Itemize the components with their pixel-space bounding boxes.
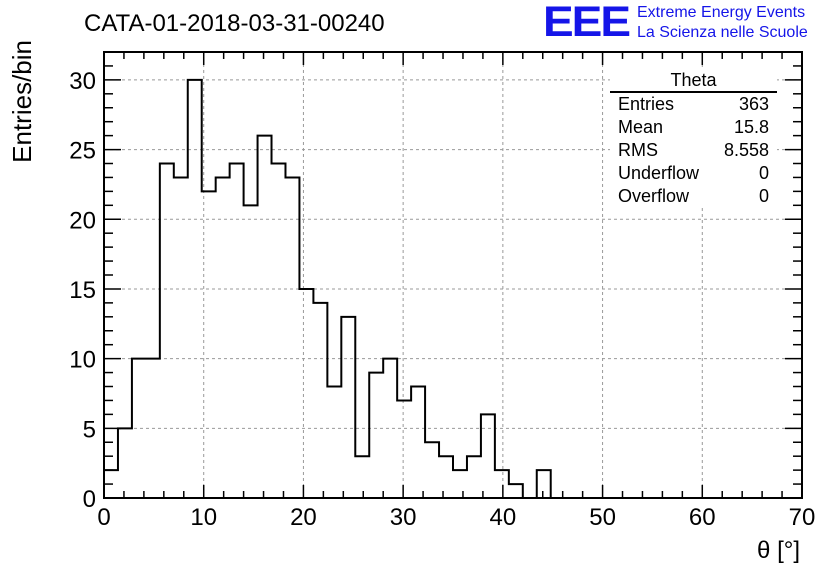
y-tick-label: 15 xyxy=(69,277,96,304)
histogram-bin xyxy=(118,428,132,498)
histogram-bin xyxy=(495,470,509,498)
histogram-bin xyxy=(439,456,453,498)
axis-tick-labels: 0 10 20 30 40 50 60 70 0 5 10 15 20 25 30 xyxy=(69,68,815,531)
stats-row-rms: RMS 8.558 xyxy=(610,139,777,162)
histogram-bin xyxy=(327,387,341,499)
histogram-bin xyxy=(383,359,397,498)
x-tick-label: 10 xyxy=(190,504,217,531)
stats-box: Theta Entries 363 Mean 15.8 RMS 8.558 Un… xyxy=(610,70,777,208)
histogram-bin xyxy=(341,317,355,498)
x-tick-label: 40 xyxy=(490,504,517,531)
eee-logo: EEE xyxy=(543,0,631,46)
stats-label: Mean xyxy=(618,117,664,137)
histogram-bin xyxy=(411,387,425,499)
y-tick-label: 25 xyxy=(69,138,96,165)
histogram-bin xyxy=(355,456,369,498)
x-tick-label: 0 xyxy=(97,504,110,531)
histogram-bin xyxy=(230,164,244,499)
histogram-bin xyxy=(174,177,188,498)
histogram-bin xyxy=(258,136,272,498)
histogram-bin xyxy=(299,289,313,498)
y-tick-label: 20 xyxy=(69,207,96,234)
histogram-bin xyxy=(453,470,467,498)
logo-caption: Extreme Energy Events La Scienza nelle S… xyxy=(637,3,808,43)
histogram-bin xyxy=(509,484,523,498)
x-tick-label: 70 xyxy=(789,504,816,531)
y-tick-label: 10 xyxy=(69,347,96,374)
histogram-bin xyxy=(285,177,299,498)
stats-value: 15.8 xyxy=(733,117,769,137)
logo-caption-line2: La Scienza nelle Scuole xyxy=(637,24,808,41)
stats-label: Entries xyxy=(618,94,675,114)
stats-box-title: Theta xyxy=(610,70,777,93)
stats-value: 0 xyxy=(758,163,769,183)
stats-label: Underflow xyxy=(618,163,700,183)
histogram-bin xyxy=(369,373,383,498)
stats-row-overflow: Overflow 0 xyxy=(610,185,777,208)
stats-row-underflow: Underflow 0 xyxy=(610,162,777,185)
run-title: CATA-01-2018-03-31-00240 xyxy=(84,10,385,37)
axis-ticks xyxy=(103,51,803,499)
y-tick-label: 30 xyxy=(69,68,96,95)
histogram-bin xyxy=(160,164,174,499)
stats-label: RMS xyxy=(618,140,658,160)
x-axis-label: θ [°] xyxy=(757,537,800,564)
y-axis-label: Entries/bin xyxy=(7,40,37,163)
y-tick-label: 0 xyxy=(83,486,96,513)
logo-caption-line1: Extreme Energy Events xyxy=(637,4,806,21)
stats-label: Overflow xyxy=(618,186,690,206)
histogram-bin xyxy=(467,456,481,498)
histogram-bin xyxy=(244,205,258,498)
histogram-bin xyxy=(202,191,216,498)
x-tick-label: 60 xyxy=(689,504,716,531)
x-tick-label: 30 xyxy=(390,504,417,531)
histogram-bin xyxy=(397,400,411,498)
histogram-bin xyxy=(481,414,495,498)
histogram-bin xyxy=(537,470,551,498)
x-tick-label: 50 xyxy=(589,504,616,531)
histogram-bin xyxy=(313,303,327,498)
histogram-bin xyxy=(272,164,286,499)
stats-row-mean: Mean 15.8 xyxy=(610,116,777,139)
x-tick-label: 20 xyxy=(290,504,317,531)
histogram-bin xyxy=(425,442,439,498)
histogram-bin xyxy=(216,177,230,498)
stats-value: 8.558 xyxy=(723,140,769,160)
y-tick-label: 5 xyxy=(83,416,96,443)
stats-value: 0 xyxy=(758,186,769,206)
stats-row-entries: Entries 363 xyxy=(610,93,777,116)
stats-value: 363 xyxy=(738,94,769,114)
